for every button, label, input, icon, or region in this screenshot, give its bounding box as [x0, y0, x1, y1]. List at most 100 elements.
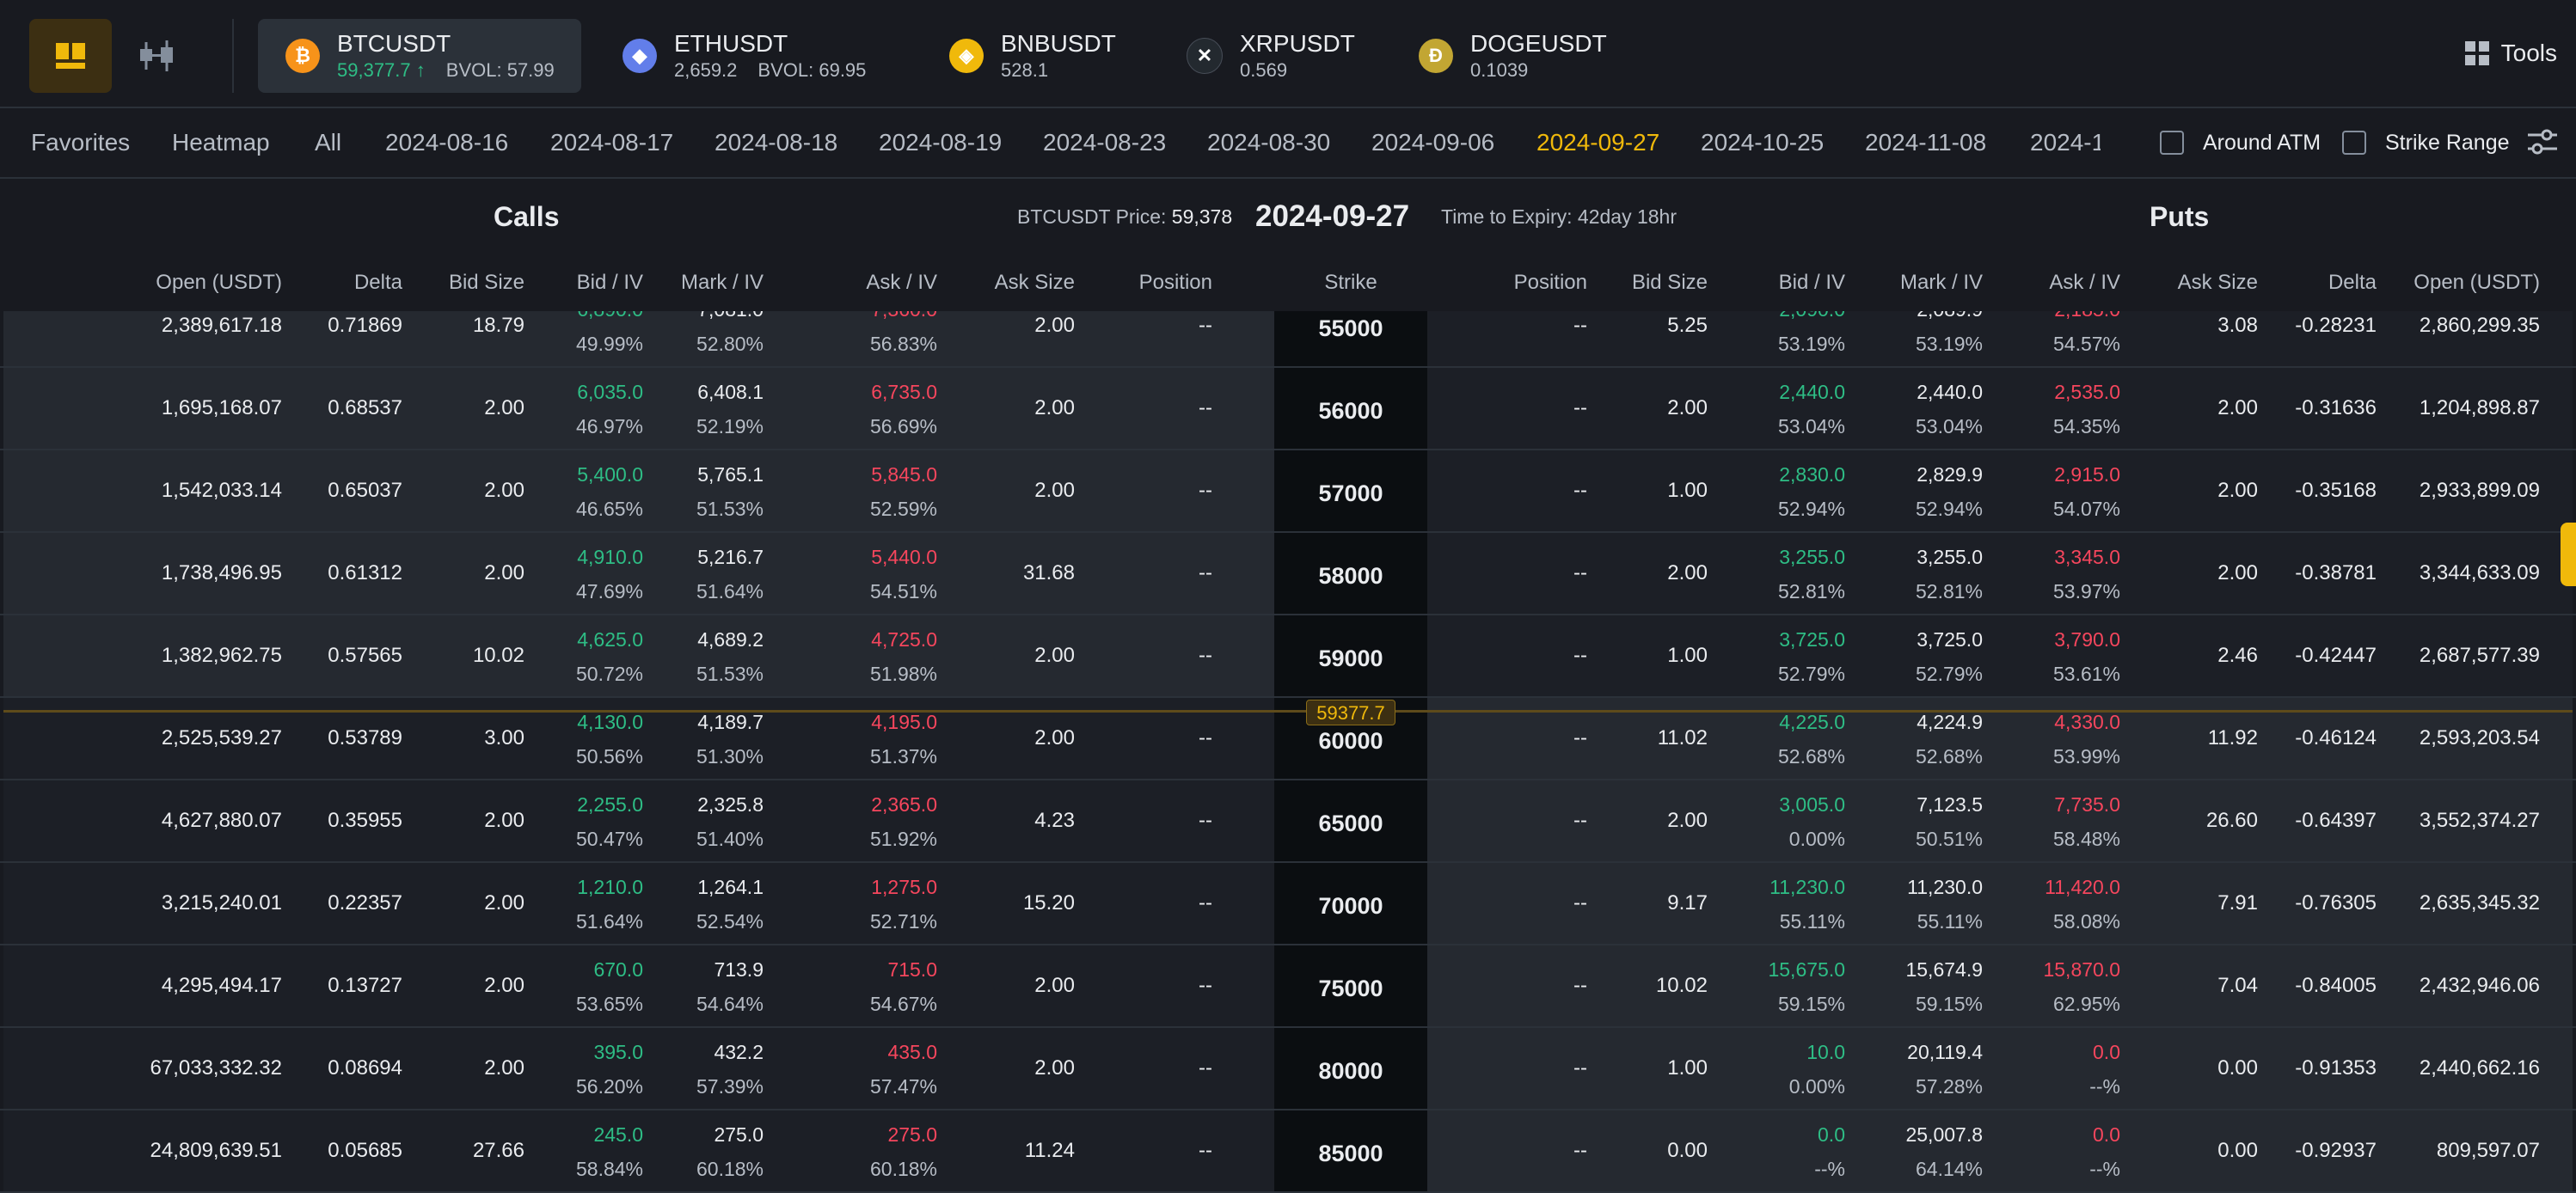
call-mark-cell[interactable]: 2,325.8 51.40%	[696, 787, 764, 856]
put-mark-cell[interactable]: 25,007.8 64.14%	[1905, 1117, 1983, 1186]
put-ask-cell[interactable]: 7,735.0 58.48%	[2053, 787, 2120, 856]
tab-2024-10-25[interactable]: 2024-10-25	[1701, 129, 1825, 156]
tab-2024-09-27[interactable]: 2024-09-27	[1536, 129, 1660, 156]
put-ask-cell[interactable]: 11,420.0 58.08%	[2045, 870, 2120, 939]
call-ask-cell[interactable]: 6,735.0 56.69%	[870, 375, 937, 444]
call-bid-cell[interactable]: 4,910.0 47.69%	[576, 540, 643, 609]
asset-tab-xrpusdt[interactable]: ✕ XRPUSDT 0.569	[1169, 19, 1376, 93]
asset-tab-ethusdt[interactable]: ◆ ETHUSDT 2,659.2 BVOL: 69.95	[605, 19, 898, 93]
call-mark-cell[interactable]: 4,689.2 51.53%	[696, 622, 764, 691]
put-ask-cell[interactable]: 3,790.0 53.61%	[2053, 622, 2120, 691]
call-mark-cell[interactable]: 432.2 57.39%	[696, 1035, 764, 1104]
table-row[interactable]: 1,738,496.95 0.61312 2.00 4,910.0 47.69% 5,21…	[0, 533, 2576, 615]
put-mark-cell[interactable]: 15,674.9 59.15%	[1905, 952, 1983, 1021]
call-bid-cell[interactable]: 4,130.0 50.56%	[576, 705, 643, 774]
table-row[interactable]: 3,215,240.01 0.22357 2.00 1,210.0 51.64% 1,26…	[0, 863, 2576, 945]
put-bid-cell[interactable]: 10.0 0.00%	[1789, 1035, 1845, 1104]
put-ask-cell[interactable]: 3,345.0 53.97%	[2053, 540, 2120, 609]
asset-tab-bnbusdt[interactable]: ◈ BNBUSDT 528.1	[932, 19, 1138, 93]
table-row[interactable]: 2,389,617.18 0.71869 18.79 6,890.0 49.99% 7,0…	[0, 311, 2576, 368]
table-row[interactable]: 24,809,639.51 0.05685 27.66 245.0 58.84% 275.…	[0, 1110, 2576, 1193]
call-ask-cell[interactable]: 5,845.0 52.59%	[870, 457, 937, 526]
call-bid-cell[interactable]: 395.0 56.20%	[576, 1035, 643, 1104]
put-mark-cell[interactable]: 3,255.0 52.81%	[1916, 540, 1983, 609]
put-ask-cell[interactable]: 15,870.0 62.95%	[2043, 952, 2120, 1021]
call-ask-cell[interactable]: 5,440.0 54.51%	[870, 540, 937, 609]
call-mark-cell[interactable]: 713.9 54.64%	[696, 952, 764, 1021]
around-atm-checkbox[interactable]: Around ATM	[2160, 108, 2321, 177]
tab-2024-11-08[interactable]: 2024-11-08	[1865, 129, 1987, 156]
call-ask-cell[interactable]: 715.0 54.67%	[870, 952, 937, 1021]
call-ask-cell[interactable]: 275.0 60.18%	[870, 1117, 937, 1186]
tools-button[interactable]: Tools	[2464, 40, 2557, 67]
tab-2024-08-19[interactable]: 2024-08-19	[879, 129, 1003, 156]
asset-tab-btcusdt[interactable]: ₿ BTCUSDT 59,377.7 ↑ BVOL: 57.99	[258, 19, 581, 93]
tab-2024-08-18[interactable]: 2024-08-18	[715, 129, 838, 156]
put-bid-cell[interactable]: 3,725.0 52.79%	[1778, 622, 1845, 691]
call-mark-cell[interactable]: 7,081.0 52.80%	[696, 311, 764, 361]
put-bid-cell[interactable]: 2,440.0 53.04%	[1778, 375, 1845, 444]
call-mark-cell[interactable]: 5,216.7 51.64%	[696, 540, 764, 609]
call-ask-cell[interactable]: 4,725.0 51.98%	[870, 622, 937, 691]
call-bid-cell[interactable]: 670.0 53.65%	[576, 952, 643, 1021]
put-ask-cell[interactable]: 2,915.0 54.07%	[2053, 457, 2120, 526]
put-mark-cell[interactable]: 11,230.0 55.11%	[1907, 870, 1983, 939]
call-ask-cell[interactable]: 1,275.0 52.71%	[870, 870, 937, 939]
put-mark-cell[interactable]: 2,440.0 53.04%	[1916, 375, 1983, 444]
tab-2024-08-23[interactable]: 2024-08-23	[1043, 129, 1167, 156]
settings-sliders-icon[interactable]	[2528, 127, 2557, 156]
put-bid-cell[interactable]: 15,675.0 59.15%	[1768, 952, 1845, 1021]
tab-2024-09-06[interactable]: 2024-09-06	[1371, 129, 1495, 156]
put-mark-cell[interactable]: 7,123.5 50.51%	[1916, 787, 1983, 856]
put-mark-cell[interactable]: 2,089.9 53.19%	[1916, 311, 1983, 361]
tab-2024-12-27[interactable]: 2024-12-27	[2030, 129, 2101, 156]
put-ask-cell[interactable]: 0.0 --%	[2089, 1117, 2120, 1186]
put-bid-cell[interactable]: 3,005.0 0.00%	[1779, 787, 1845, 856]
table-row[interactable]: 1,542,033.14 0.65037 2.00 5,400.0 46.65% 5,76…	[0, 450, 2576, 533]
tab-2024-08-17[interactable]: 2024-08-17	[550, 129, 674, 156]
tab-all[interactable]: All	[315, 129, 342, 156]
call-bid-cell[interactable]: 1,210.0 51.64%	[576, 870, 643, 939]
table-row[interactable]: 4,295,494.17 0.13727 2.00 670.0 53.65% 713.9 5…	[0, 945, 2576, 1028]
call-bid-cell[interactable]: 245.0 58.84%	[576, 1117, 643, 1186]
call-ask-cell[interactable]: 2,365.0 51.92%	[870, 787, 937, 856]
tab-2024-08-30[interactable]: 2024-08-30	[1207, 129, 1331, 156]
call-ask-cell[interactable]: 7,360.0 56.83%	[870, 311, 937, 361]
call-bid-cell[interactable]: 2,255.0 50.47%	[576, 787, 643, 856]
put-mark-cell[interactable]: 2,829.9 52.94%	[1916, 457, 1983, 526]
tab-heatmap[interactable]: Heatmap	[172, 129, 270, 156]
call-bid-cell[interactable]: 6,035.0 46.97%	[576, 375, 643, 444]
put-bid-cell[interactable]: 2,090.0 53.19%	[1778, 311, 1845, 361]
tab-2024-08-16[interactable]: 2024-08-16	[385, 129, 509, 156]
call-mark-cell[interactable]: 1,264.1 52.54%	[696, 870, 764, 939]
table-row[interactable]: 1,382,962.75 0.57565 10.02 4,625.0 50.72% 4,6…	[0, 615, 2576, 698]
put-mark-cell[interactable]: 20,119.4 57.28%	[1907, 1035, 1983, 1104]
call-bid-cell[interactable]: 5,400.0 46.65%	[576, 457, 643, 526]
put-bid-cell[interactable]: 0.0 --%	[1814, 1117, 1845, 1186]
put-ask-cell[interactable]: 2,185.0 54.57%	[2053, 311, 2120, 361]
call-mark-cell[interactable]: 4,189.7 51.30%	[696, 705, 764, 774]
put-bid-cell[interactable]: 4,225.0 52.68%	[1778, 705, 1845, 774]
put-ask-cell[interactable]: 2,535.0 54.35%	[2053, 375, 2120, 444]
call-mark-cell[interactable]: 6,408.1 52.19%	[696, 375, 764, 444]
call-ask-cell[interactable]: 4,195.0 51.37%	[870, 705, 937, 774]
put-bid-cell[interactable]: 3,255.0 52.81%	[1778, 540, 1845, 609]
strike-range-checkbox[interactable]: Strike Range	[2342, 108, 2510, 177]
call-ask-cell[interactable]: 435.0 57.47%	[870, 1035, 937, 1104]
tab-favorites[interactable]: Favorites	[31, 129, 131, 156]
call-mark-cell[interactable]: 5,765.1 51.53%	[696, 457, 764, 526]
call-bid-cell[interactable]: 6,890.0 49.99%	[576, 311, 643, 361]
put-mark-cell[interactable]: 4,224.9 52.68%	[1916, 705, 1983, 774]
put-mark-cell[interactable]: 3,725.0 52.79%	[1916, 622, 1983, 691]
call-mark-cell[interactable]: 275.0 60.18%	[696, 1117, 764, 1186]
call-bid-cell[interactable]: 4,625.0 50.72%	[576, 622, 643, 691]
put-ask-cell[interactable]: 4,330.0 53.99%	[2053, 705, 2120, 774]
side-panel-handle[interactable]	[2561, 523, 2576, 586]
table-row[interactable]: 4,627,880.07 0.35955 2.00 2,255.0 50.47% 2,32…	[0, 780, 2576, 863]
put-ask-cell[interactable]: 0.0 --%	[2089, 1035, 2120, 1104]
table-row[interactable]: 67,033,332.32 0.08694 2.00 395.0 56.20% 432.2…	[0, 1028, 2576, 1110]
layout-toggle-button[interactable]	[29, 19, 112, 93]
table-row[interactable]: 1,695,168.07 0.68537 2.00 6,035.0 46.97% 6,40…	[0, 368, 2576, 450]
chart-view-button[interactable]	[115, 19, 198, 93]
put-bid-cell[interactable]: 2,830.0 52.94%	[1778, 457, 1845, 526]
